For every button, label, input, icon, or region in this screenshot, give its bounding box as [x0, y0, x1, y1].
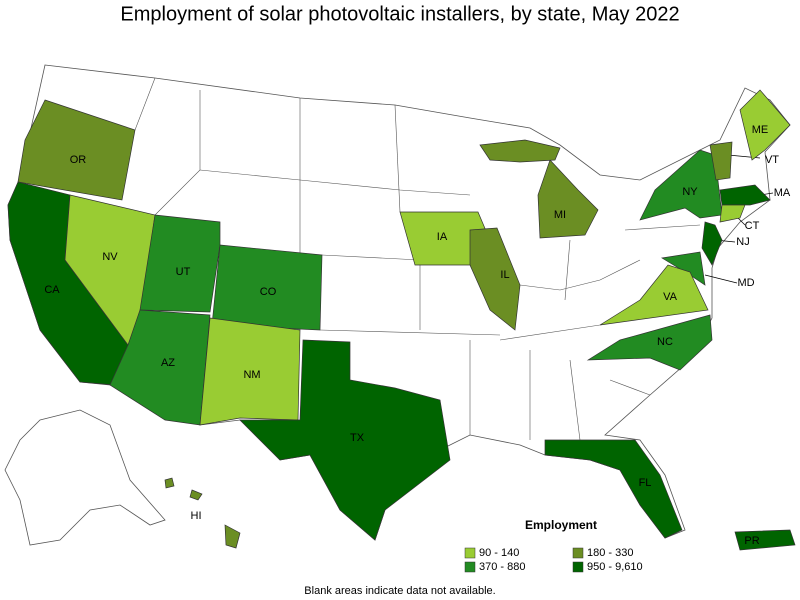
state-shape [709, 141, 733, 181]
state-shape [479, 139, 561, 163]
legend: Employment 90 - 140 180 - 330 370 - 880 950… [464, 518, 643, 573]
state-label: VA [663, 291, 678, 303]
state-label: NC [657, 336, 673, 348]
states: OR CA NV UT CO AZ NM TX IA IL MI NY ME VT MA CT NJ MD VA NC… [7, 89, 796, 551]
legend-swatch [572, 561, 584, 573]
state-label: FL [639, 477, 652, 489]
state-shape [599, 264, 709, 326]
state-shape [719, 184, 771, 206]
state-label: IA [437, 231, 448, 243]
state-shape [224, 524, 241, 549]
state-shape [544, 439, 683, 539]
state-label: ME [752, 124, 769, 136]
state-label: AZ [161, 357, 175, 369]
state-label: UT [176, 266, 191, 278]
state-label: PR [744, 535, 759, 547]
state-label: VT [765, 154, 779, 166]
state-label: NY [682, 186, 698, 198]
state-label: CA [44, 284, 60, 296]
state-shape [739, 89, 791, 161]
state-label: OR [70, 154, 87, 166]
state-label: CO [260, 286, 277, 298]
state-shape [211, 244, 323, 331]
state-shape [189, 489, 203, 501]
legend-label: 950 - 9,610 [587, 561, 643, 573]
legend-swatch [464, 561, 476, 573]
state-label: CT [745, 220, 760, 232]
state-shape [164, 477, 175, 489]
state-label: TX [350, 432, 365, 444]
state-shape [17, 99, 136, 201]
state-shape [239, 339, 451, 541]
state-label: MA [774, 187, 791, 199]
state-shape [734, 529, 796, 551]
state-shape [139, 214, 221, 313]
footnote: Blank areas indicate data not available. [304, 585, 495, 597]
state-shape [701, 221, 723, 266]
state-label: NV [102, 251, 118, 263]
state-shape [537, 159, 599, 239]
state-shape [109, 309, 211, 426]
legend-swatch [464, 547, 476, 559]
legend-label: 370 - 880 [479, 561, 525, 573]
state-label: HI [191, 510, 202, 522]
state-label: MI [554, 209, 566, 221]
state-label: NM [243, 369, 260, 381]
state-label: NJ [736, 236, 749, 248]
state-shape [719, 204, 746, 223]
legend-swatch [572, 547, 584, 559]
state-label: MD [737, 277, 754, 289]
legend-label: 90 - 140 [479, 547, 519, 559]
state-shape [199, 317, 301, 426]
legend-title: Employment [525, 518, 597, 532]
legend-label: 180 - 330 [587, 547, 633, 559]
state-shape [586, 314, 713, 371]
state-shape [639, 149, 723, 221]
map-title: Employment of solar photovoltaic install… [120, 3, 679, 25]
state-label: IL [500, 269, 509, 281]
alaska-outline [4, 409, 166, 546]
state-shape [469, 227, 521, 331]
